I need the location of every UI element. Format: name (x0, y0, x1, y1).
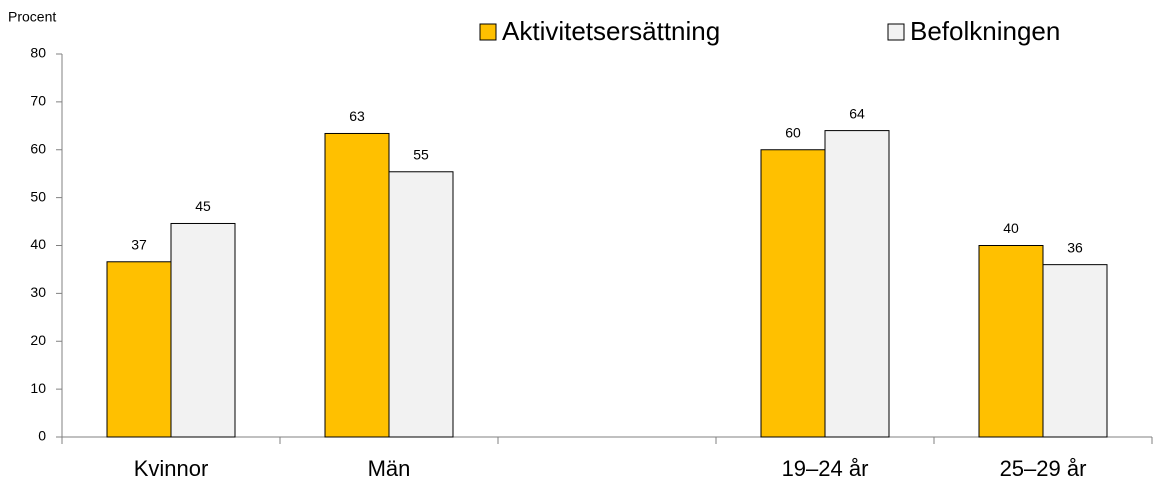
bar (388, 171, 454, 438)
y-tick-label: 20 (30, 332, 46, 348)
bar (978, 245, 1044, 438)
legend-label: Aktivitetsersättning (502, 16, 720, 46)
value-label: 60 (785, 124, 801, 140)
value-label: 63 (349, 108, 365, 124)
y-tick-label: 0 (38, 428, 46, 444)
x-tick-label: 19–24 år (782, 456, 869, 481)
bar (760, 149, 826, 438)
y-tick-label: 70 (30, 93, 46, 109)
value-label: 36 (1067, 239, 1083, 255)
bar (170, 222, 236, 438)
y-tick-label: 10 (30, 380, 46, 396)
legend-swatch (479, 23, 497, 41)
value-label: 64 (849, 105, 865, 121)
y-tick-label: 30 (30, 284, 46, 300)
bar (1042, 264, 1108, 438)
y-tick-label: 80 (30, 45, 46, 61)
x-tick-label: Män (368, 456, 411, 481)
bar (106, 261, 172, 438)
value-label: 55 (413, 146, 429, 162)
y-tick-label: 50 (30, 188, 46, 204)
y-tick-label: 60 (30, 140, 46, 156)
value-label: 45 (195, 198, 211, 214)
value-label: 40 (1003, 220, 1019, 236)
value-label: 37 (131, 236, 147, 252)
y-tick-label: 40 (30, 236, 46, 252)
bar (824, 130, 890, 438)
bar (324, 132, 390, 438)
legend-label: Befolkningen (910, 16, 1060, 46)
legend-swatch (887, 23, 905, 41)
x-tick-label: 25–29 år (1000, 456, 1087, 481)
y-axis-label: Procent (8, 9, 56, 25)
x-tick-label: Kvinnor (134, 456, 209, 481)
